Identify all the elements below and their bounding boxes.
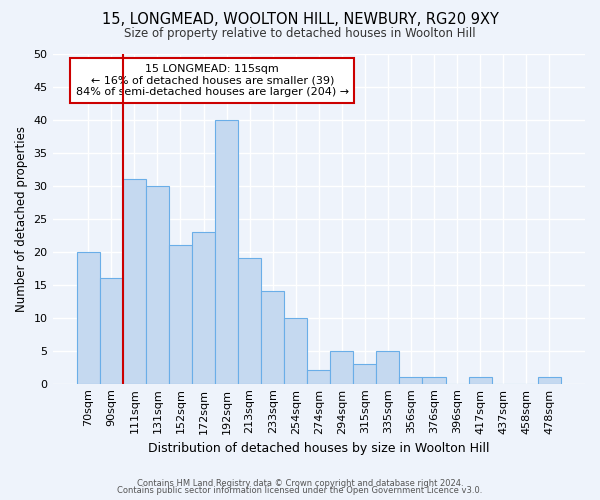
Bar	[146, 186, 169, 384]
X-axis label: Distribution of detached houses by size in Woolton Hill: Distribution of detached houses by size …	[148, 442, 490, 455]
Bar	[261, 292, 284, 384]
Bar	[238, 258, 261, 384]
Bar	[169, 245, 192, 384]
Bar	[284, 318, 307, 384]
Bar	[400, 377, 422, 384]
Bar	[100, 278, 123, 384]
Text: 15, LONGMEAD, WOOLTON HILL, NEWBURY, RG20 9XY: 15, LONGMEAD, WOOLTON HILL, NEWBURY, RG2…	[101, 12, 499, 28]
Bar	[422, 377, 446, 384]
Text: Size of property relative to detached houses in Woolton Hill: Size of property relative to detached ho…	[124, 28, 476, 40]
Text: Contains public sector information licensed under the Open Government Licence v3: Contains public sector information licen…	[118, 486, 482, 495]
Bar	[123, 180, 146, 384]
Bar	[307, 370, 330, 384]
Text: Contains HM Land Registry data © Crown copyright and database right 2024.: Contains HM Land Registry data © Crown c…	[137, 478, 463, 488]
Bar	[330, 350, 353, 384]
Bar	[192, 232, 215, 384]
Bar	[77, 252, 100, 384]
Bar	[215, 120, 238, 384]
Y-axis label: Number of detached properties: Number of detached properties	[15, 126, 28, 312]
Bar	[353, 364, 376, 384]
Text: 15 LONGMEAD: 115sqm
← 16% of detached houses are smaller (39)
84% of semi-detach: 15 LONGMEAD: 115sqm ← 16% of detached ho…	[76, 64, 349, 97]
Bar	[538, 377, 561, 384]
Bar	[376, 350, 400, 384]
Bar	[469, 377, 491, 384]
